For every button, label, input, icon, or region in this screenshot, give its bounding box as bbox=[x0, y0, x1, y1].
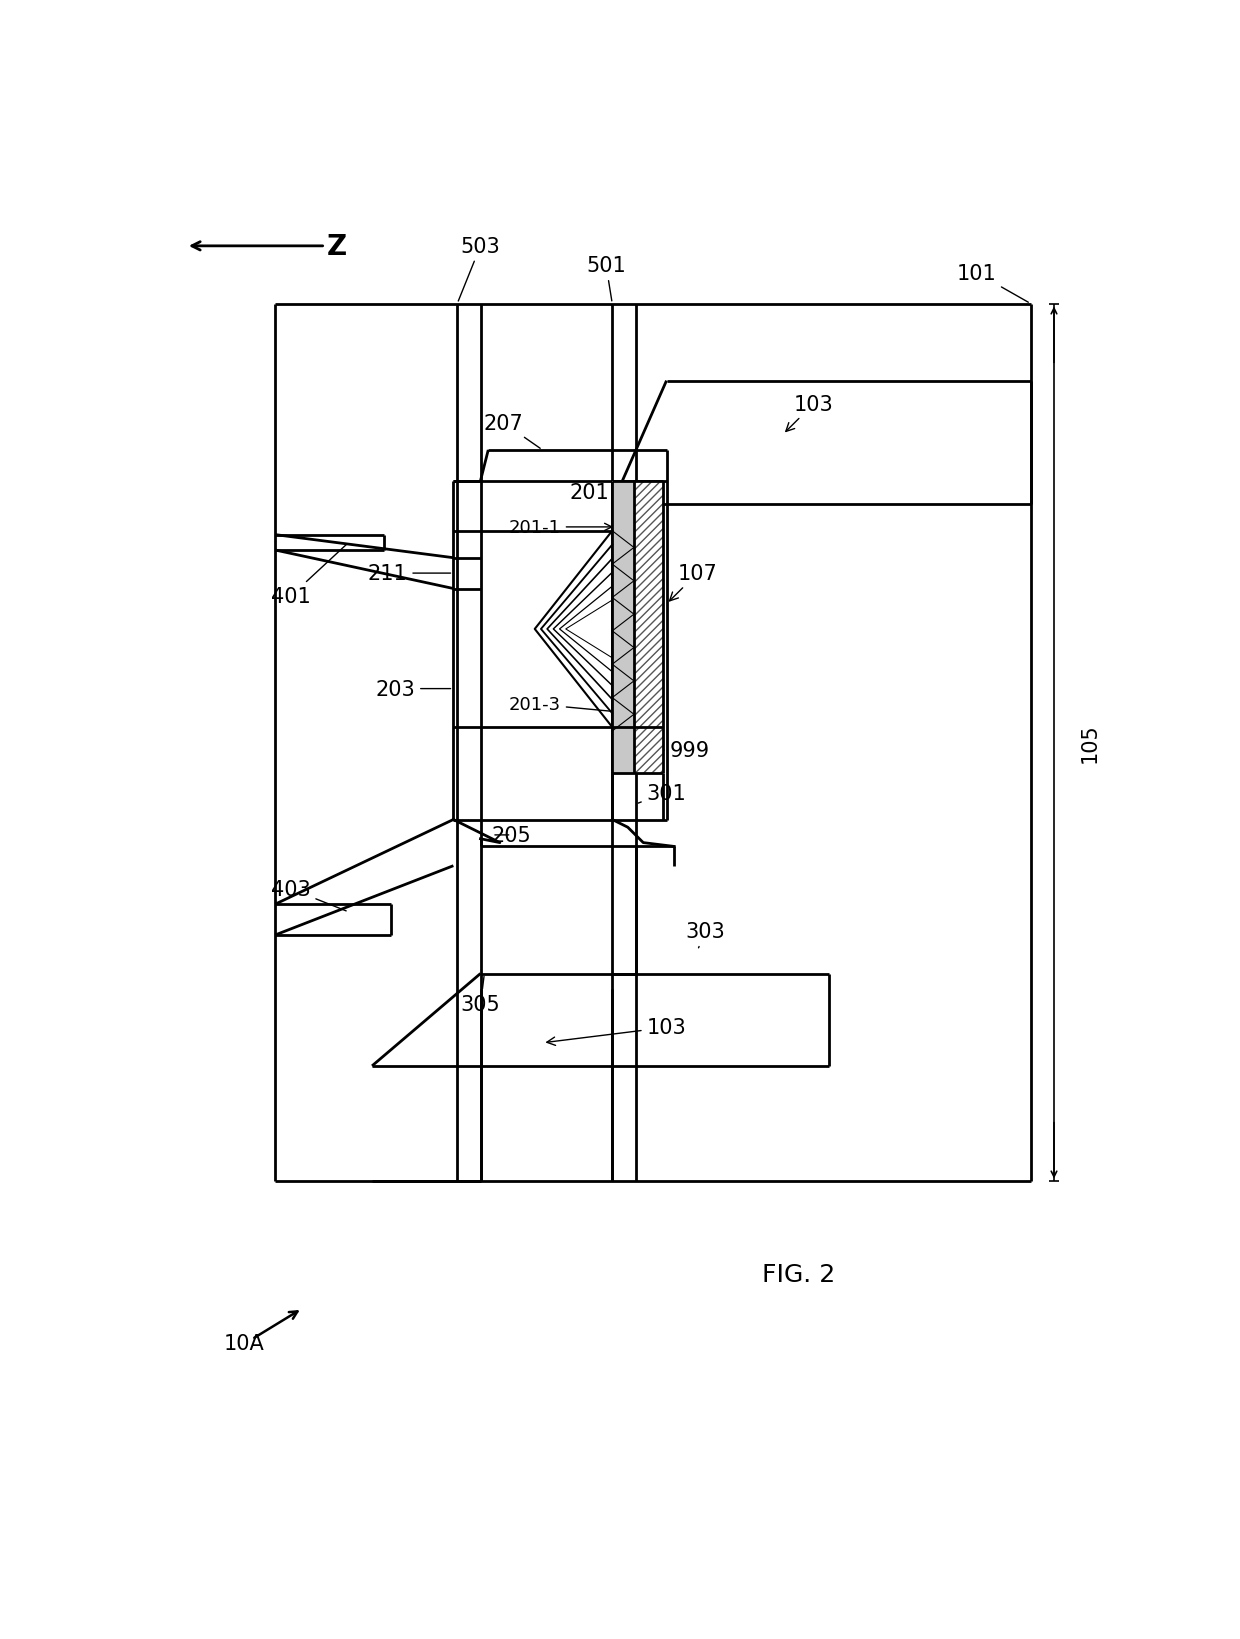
Text: 503: 503 bbox=[459, 236, 501, 302]
Text: 501: 501 bbox=[587, 256, 626, 302]
Text: 203: 203 bbox=[376, 679, 450, 700]
Text: 103: 103 bbox=[786, 395, 833, 433]
Text: 201: 201 bbox=[569, 484, 634, 508]
Text: 103: 103 bbox=[547, 1018, 687, 1046]
Bar bbox=[634, 482, 662, 774]
Text: 101: 101 bbox=[956, 264, 1028, 303]
Text: 105: 105 bbox=[1080, 723, 1100, 762]
Text: 205: 205 bbox=[491, 826, 532, 846]
Text: 305: 305 bbox=[460, 977, 501, 1015]
Text: 10A: 10A bbox=[223, 1333, 264, 1354]
Text: FIG. 2: FIG. 2 bbox=[761, 1262, 835, 1287]
Text: Z: Z bbox=[327, 233, 347, 261]
Text: 107: 107 bbox=[670, 564, 718, 602]
Text: 201-1: 201-1 bbox=[508, 518, 611, 536]
Text: 301: 301 bbox=[639, 783, 687, 803]
Text: 303: 303 bbox=[686, 921, 725, 949]
Text: 211: 211 bbox=[367, 564, 450, 583]
Text: 999: 999 bbox=[662, 741, 709, 760]
Text: 401: 401 bbox=[270, 544, 347, 606]
Text: 207: 207 bbox=[484, 413, 541, 449]
Bar bbox=[613, 482, 634, 774]
Text: 403: 403 bbox=[270, 879, 346, 911]
Text: 201-3: 201-3 bbox=[508, 695, 614, 713]
